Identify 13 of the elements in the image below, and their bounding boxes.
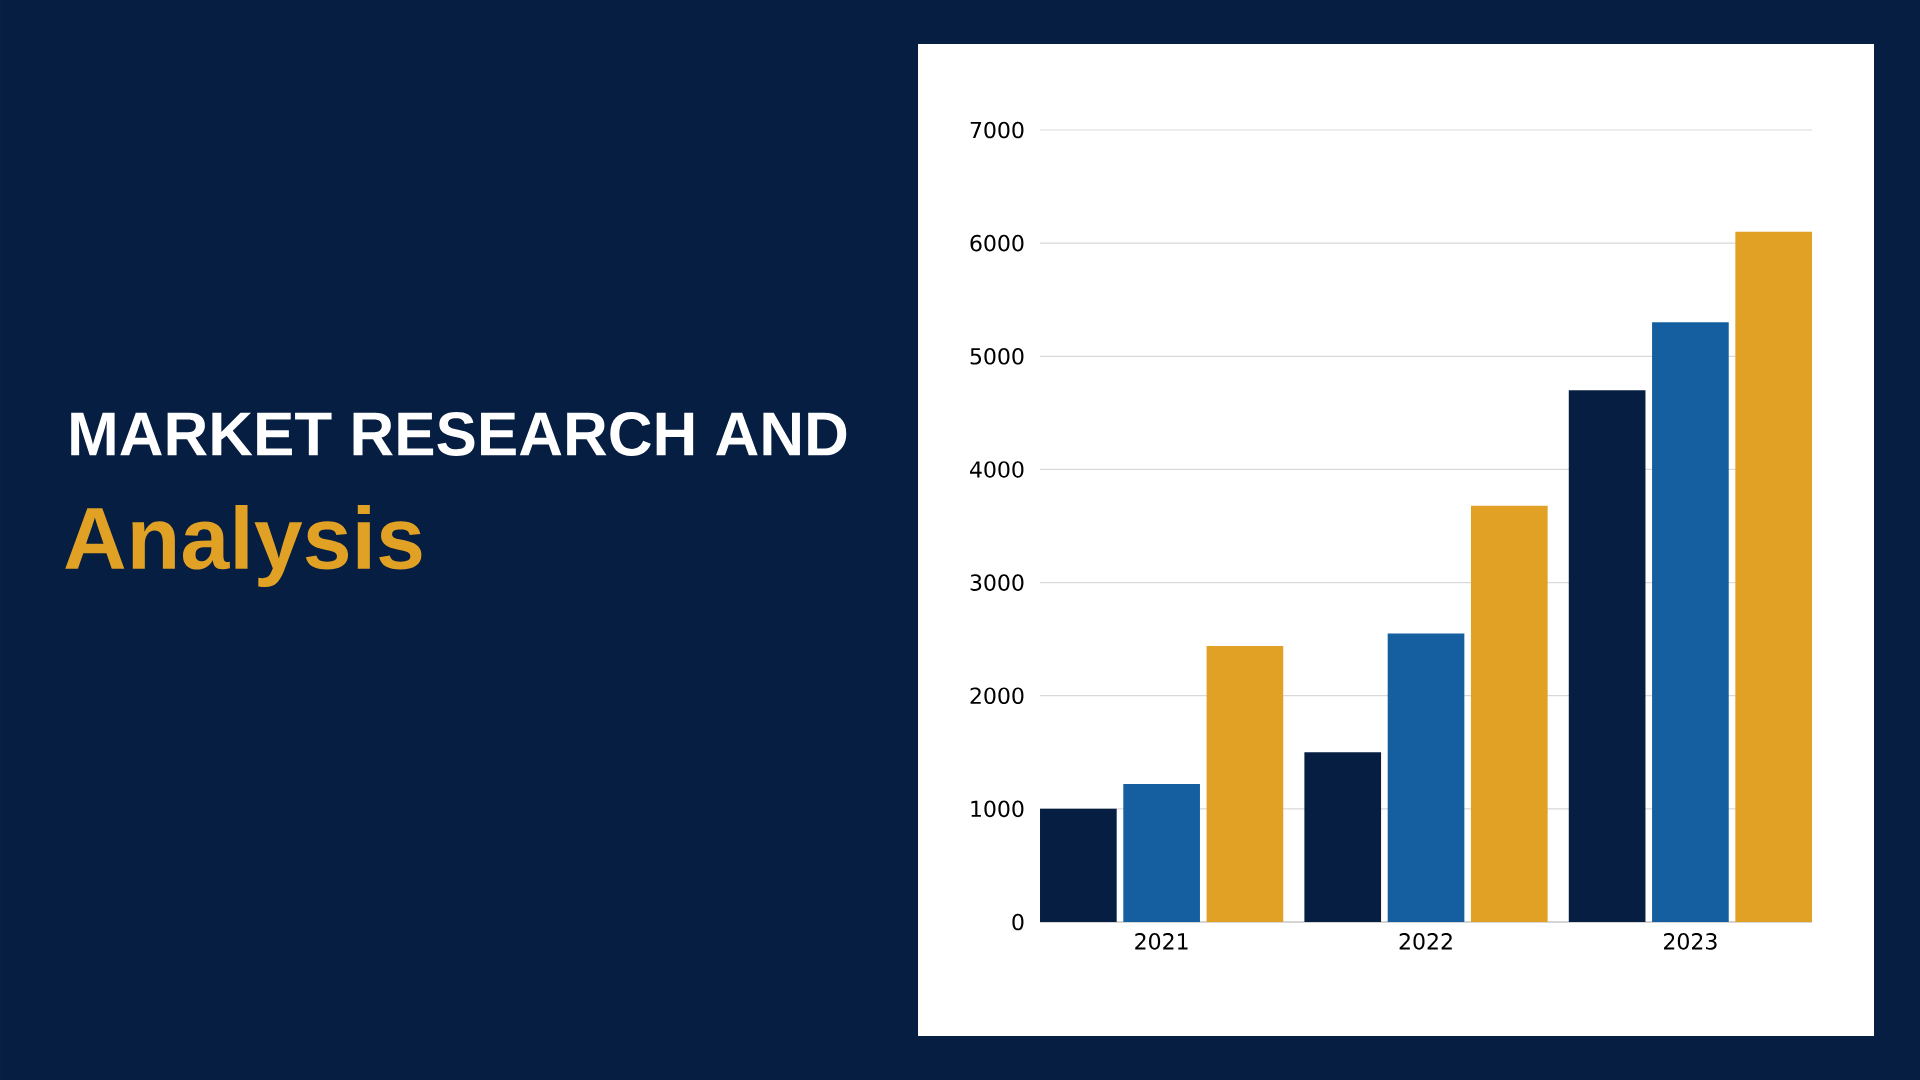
y-tick-label: 2000 bbox=[970, 687, 1024, 705]
y-tick-label: 7000 bbox=[970, 121, 1024, 139]
y-tick-label: 6000 bbox=[970, 234, 1024, 252]
y-tick-label: 3000 bbox=[970, 574, 1024, 591]
y-tick-label: 1000 bbox=[971, 800, 1024, 818]
text: Analysis bbox=[65, 504, 422, 587]
x-tick-label: 2021 bbox=[1135, 933, 1188, 950]
y-tick-label: 4000 bbox=[970, 461, 1024, 478]
y-tick-label: 5000 bbox=[970, 347, 1024, 365]
text: MARKET RESEARCH AND bbox=[71, 412, 847, 456]
x-tick-label: 2022 bbox=[1399, 933, 1452, 950]
y-tick-label: 0 bbox=[1012, 913, 1024, 931]
x-tick-label: 2023 bbox=[1664, 933, 1717, 950]
